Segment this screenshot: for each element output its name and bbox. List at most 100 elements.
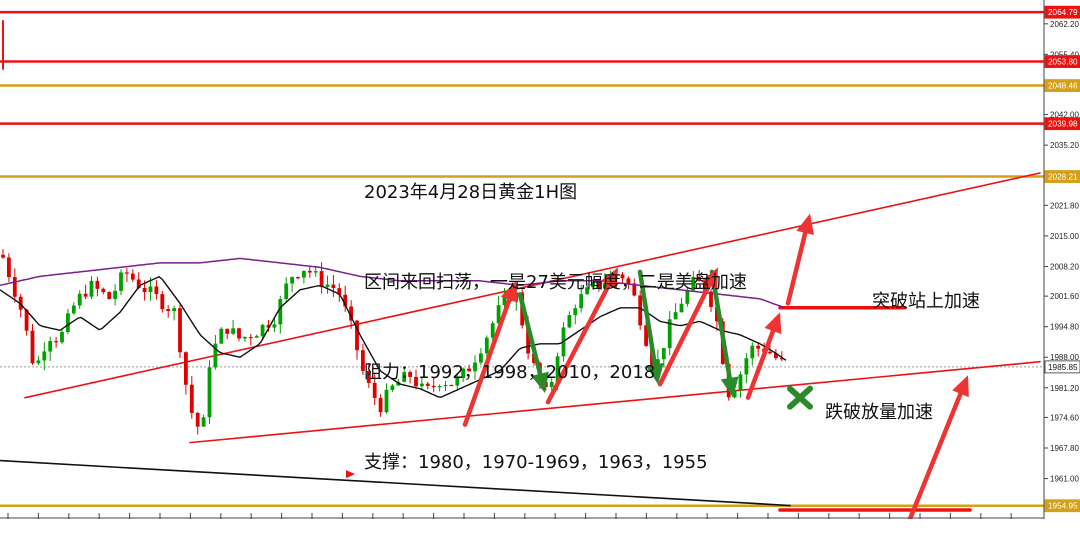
candle-body [148, 286, 153, 293]
y-tick-label: 2001.60 [1050, 292, 1079, 301]
candle-body [361, 350, 365, 371]
candle-body [24, 309, 29, 331]
candle-body [384, 389, 389, 413]
candle-body [449, 384, 454, 387]
green-down-arrow-3-shaft [709, 269, 732, 381]
y-tick-label: 2055.40 [1050, 50, 1079, 59]
candle-body [455, 377, 460, 386]
y-tick-label: 2015.00 [1050, 232, 1079, 241]
price-tag-label: 2048.46 [1048, 82, 1078, 91]
green-down-arrow-1 [517, 292, 549, 394]
candle-body [213, 343, 218, 368]
candle-body [632, 283, 637, 296]
candle-body [101, 288, 106, 293]
candle-body [313, 271, 318, 273]
trend-line-1 [24, 172, 1041, 399]
candle-body [738, 374, 743, 390]
candle-body [296, 277, 300, 279]
candle-body [113, 290, 117, 299]
candle-body [526, 325, 530, 354]
candle-body [555, 356, 560, 383]
candle-body [142, 287, 147, 293]
trend-line-3 [0, 459, 791, 507]
green-down-arrow-3 [709, 269, 739, 398]
green-down-arrow-3-head [720, 376, 739, 398]
y-tick-label: 1988.00 [1050, 353, 1079, 362]
candle-body [496, 305, 501, 324]
candle-body [479, 353, 483, 363]
candle-body [178, 308, 182, 353]
ma-long-line [0, 257, 784, 308]
red-up-arrow-3-head [701, 267, 718, 290]
y-tick-label: 2021.80 [1050, 201, 1079, 210]
y-tick-label: 1981.20 [1050, 384, 1079, 393]
candle-body [779, 358, 784, 360]
candle-body [756, 345, 761, 349]
price-axis: 2062.20 2055.40 2042.00 2035.20 2021.80 2015.… [1043, 0, 1080, 519]
red-up-arrow-2-shaft [545, 282, 612, 405]
candle-body [260, 324, 265, 337]
candle-body [620, 274, 625, 279]
red-up-arrow-6-shaft [907, 391, 963, 522]
red-up-arrow-3-shaft [657, 283, 712, 387]
candle-body [420, 383, 424, 387]
price-tag-label: 2028.21 [1048, 173, 1078, 182]
candle-body [667, 319, 672, 349]
candle-body [302, 270, 306, 278]
candle-body [325, 284, 330, 288]
candle-body [425, 383, 430, 386]
red-up-arrow-1-head [500, 280, 518, 303]
candle-body [331, 284, 336, 289]
candle-body [278, 299, 283, 325]
y-tick-label: 1994.80 [1050, 323, 1079, 332]
price-tag-label: 1985.85 [1048, 363, 1078, 372]
candle-body [673, 312, 678, 320]
candle-body [656, 359, 660, 366]
breakdown-note: 跌破放量加速 [825, 402, 933, 423]
red-up-arrow-3 [657, 267, 718, 387]
candle-body [54, 341, 58, 343]
small-red-marker [346, 470, 355, 479]
candle-body [60, 331, 64, 343]
candle-body [172, 308, 176, 312]
green-down-arrow-2-shaft [637, 269, 658, 367]
candle-body [414, 376, 418, 387]
candle-body [248, 336, 253, 339]
candle-body [290, 277, 294, 284]
y-tick-label: 2035.20 [1050, 141, 1079, 150]
candle-body [36, 360, 41, 364]
candle-body [484, 337, 489, 354]
y-tick-label: 2008.20 [1050, 262, 1079, 271]
candle-body [30, 330, 35, 364]
candle-body [201, 417, 206, 427]
candle-body [319, 271, 324, 288]
price-tag-label: 1954.95 [1048, 502, 1078, 511]
candle-body [95, 280, 100, 289]
price-tag-box [1044, 55, 1080, 68]
red-up-arrow-5 [785, 213, 814, 306]
price-tag-label: 2039.98 [1048, 120, 1078, 129]
annotation-title: 2023年4月28日黄金1H图 [364, 182, 578, 203]
annotation-support-line: 支撑：1980，1970-1969，1963，1955 [364, 452, 708, 473]
candle-body [254, 336, 259, 338]
red-up-arrow-2 [545, 267, 618, 405]
red-up-arrow-4-head [764, 312, 782, 335]
candle-body [638, 295, 643, 326]
annotation-arrows [2, 20, 969, 522]
candle-body [107, 292, 112, 299]
candle-body [18, 296, 23, 310]
candle-body [408, 372, 412, 377]
annotation-range-line: 区间来回扫荡，一是27美元幅度，二是美盘加速 [364, 272, 747, 293]
price-level-lines [0, 10, 1044, 507]
candle-body [349, 306, 353, 321]
candle-body [219, 328, 224, 344]
candle-body [71, 305, 76, 314]
moving-averages [0, 257, 787, 398]
candle-body [12, 277, 17, 297]
candle-body [237, 328, 241, 339]
gold-1h-chart: 2062.20 2055.40 2042.00 2035.20 2021.80 2015.… [0, 0, 1080, 522]
time-axis [0, 513, 1044, 519]
candle-body [490, 323, 495, 338]
ma-short-line [0, 275, 787, 398]
candle-body [154, 286, 159, 295]
